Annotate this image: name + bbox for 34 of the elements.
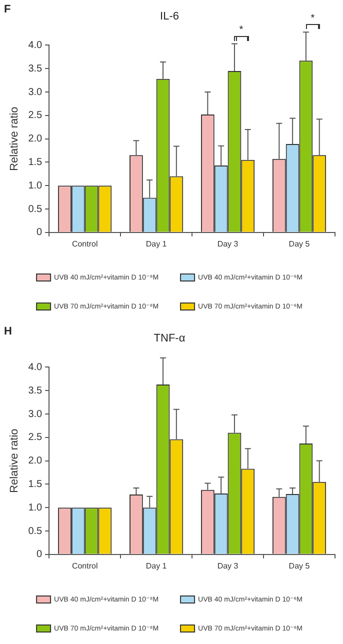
- x-tick-label: Day 5: [288, 561, 310, 570]
- y-tick-label: 1.5: [28, 156, 43, 168]
- text: H: [4, 326, 12, 338]
- y-tick-label: 0.5: [28, 204, 43, 215]
- chart-title: TNF-α: [154, 332, 186, 345]
- y-tick-label: 4.0: [28, 362, 43, 373]
- x-tick-label: Control: [72, 239, 98, 248]
- y-tick-label: 2.5: [28, 110, 43, 122]
- y-tick-label: 3.0: [28, 408, 43, 420]
- y-tick-label: 0: [36, 227, 43, 238]
- x-tick-label: Day 3: [217, 239, 239, 248]
- y-tick-label: 1.5: [28, 478, 43, 490]
- y-tick-label: 0.5: [28, 526, 43, 537]
- y-axis-title: Relative ratio: [8, 428, 21, 493]
- x-tick-label: Day 3: [217, 561, 239, 570]
- text: F: [4, 4, 11, 16]
- y-tick-label: 3.0: [28, 86, 43, 98]
- y-tick-label: 3.5: [28, 385, 43, 396]
- y-tick-label: 2.0: [28, 456, 43, 467]
- x-tick-label: Day 5: [288, 239, 310, 248]
- y-axis-title: Relative ratio: [8, 106, 21, 171]
- y-tick-label: 0: [36, 549, 43, 560]
- chart-title: IL-6: [160, 10, 179, 23]
- text: *: [239, 24, 244, 36]
- y-tick-label: 1.0: [28, 502, 43, 514]
- x-tick-label: Day 1: [146, 561, 168, 570]
- y-tick-label: 4.0: [28, 40, 43, 51]
- text: *: [310, 12, 315, 24]
- y-tick-label: 1.0: [28, 180, 43, 192]
- x-tick-label: Control: [72, 561, 98, 570]
- y-tick-label: 2.0: [28, 134, 43, 145]
- y-tick-label: 2.5: [28, 432, 43, 444]
- y-tick-label: 3.5: [28, 63, 43, 74]
- x-tick-label: Day 1: [146, 239, 168, 248]
